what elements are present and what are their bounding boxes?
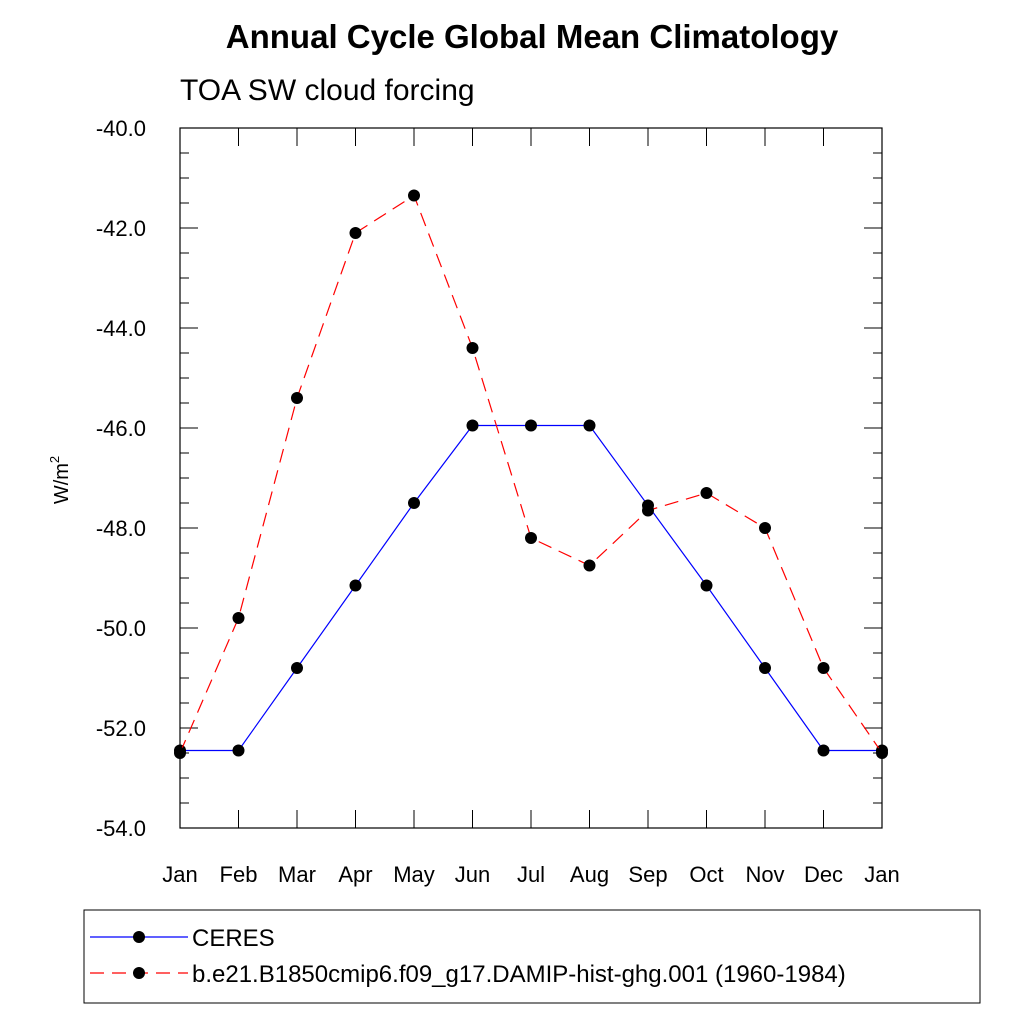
series-1-point — [232, 744, 245, 757]
series-1-point — [583, 419, 596, 432]
x-tick-label: Apr — [338, 862, 372, 887]
series-2-point — [525, 532, 537, 544]
x-tick-label: Feb — [220, 862, 258, 887]
series-1-point — [408, 497, 420, 509]
y-axis-label: W/m2 — [47, 456, 73, 504]
x-tick-label: Sep — [628, 862, 667, 887]
series-1-point — [525, 419, 537, 432]
y-tick-label: -48.0 — [96, 516, 146, 541]
series-2-point — [642, 504, 654, 517]
legend-label-2: b.e21.B1850cmip6.f09_g17.DAMIP-hist-ghg.… — [192, 961, 846, 988]
series-2-point — [817, 662, 830, 674]
y-axis-label-superscript: 2 — [47, 456, 62, 463]
series-1-point — [466, 419, 479, 432]
series-2-point — [291, 392, 303, 404]
y-tick-label: -50.0 — [96, 616, 146, 641]
series-2-point — [408, 189, 420, 202]
legend-label-1: CERES — [192, 925, 275, 952]
series-2-point — [466, 342, 479, 354]
x-tick-label: Dec — [804, 862, 843, 887]
x-tick-label: May — [393, 862, 435, 887]
series-1-point — [759, 662, 771, 674]
x-tick-label: Mar — [278, 862, 316, 887]
series-1-point — [291, 662, 303, 674]
chart-subtitle: TOA SW cloud forcing — [180, 74, 475, 107]
x-tick-label: Jan — [162, 862, 197, 887]
x-tick-label: Jun — [455, 862, 490, 887]
plot-frame — [179, 127, 883, 829]
series-2-point — [349, 227, 362, 239]
x-tick-label: Aug — [570, 862, 609, 887]
series-line-2 — [179, 194, 883, 754]
x-tick-label: Jul — [517, 862, 545, 887]
series-2-point — [700, 487, 713, 499]
x-tick-label: Nov — [745, 862, 784, 887]
y-tick-label: -46.0 — [96, 416, 146, 441]
y-tick-label: -44.0 — [96, 316, 146, 341]
legend-marker-2 — [133, 967, 145, 979]
series-2-point — [759, 522, 771, 534]
series-line-1 — [180, 424, 882, 752]
y-axis-label-text: W/m — [51, 463, 73, 504]
y-tick-label: -52.0 — [96, 716, 146, 741]
series-1-point — [817, 744, 830, 757]
y-tick-label: -42.0 — [96, 216, 146, 241]
series-2-point — [174, 747, 186, 759]
series-layer — [174, 189, 888, 759]
x-tick-label: Oct — [689, 862, 723, 887]
x-axis: Jan Feb Mar Apr May Jun Jul Aug Sep Oct Nov Dec Jan — [162, 128, 900, 887]
series-2-point — [232, 612, 245, 624]
series-2-point — [876, 747, 888, 759]
series-2-point — [583, 559, 596, 572]
chart-title: Annual Cycle Global Mean Climatology — [226, 18, 839, 55]
y-tick-label: -40.0 — [96, 116, 146, 141]
x-tick-label: Jan — [864, 862, 899, 887]
legend-marker-1 — [133, 931, 145, 943]
legend-box — [83, 909, 981, 1004]
y-axis: -40.0 -42.0 -44.0 -46.0 -48.0 -50.0 -52.0 -54.0 — [96, 116, 882, 841]
y-tick-label: -54.0 — [96, 816, 146, 841]
legend: CERES b.e21.B1850cmip6.f09_g17.DAMIP-hist… — [90, 925, 846, 988]
series-1-point — [700, 579, 713, 592]
series-1-point — [349, 579, 362, 592]
